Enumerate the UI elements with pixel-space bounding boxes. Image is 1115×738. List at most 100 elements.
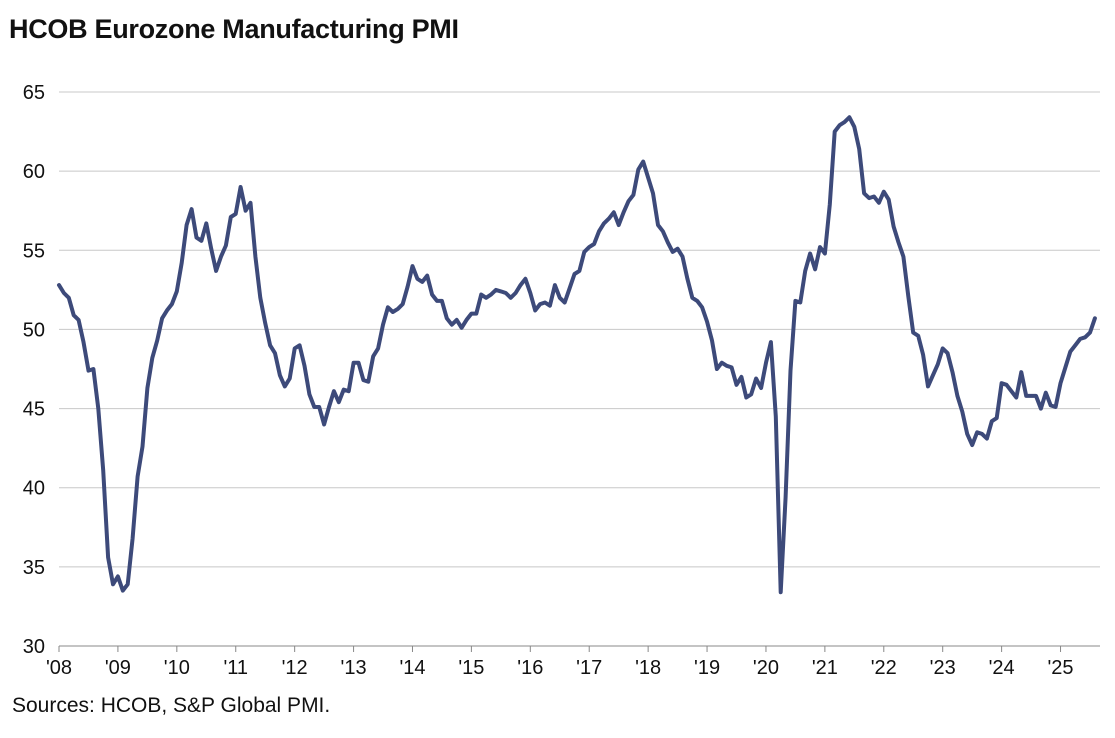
data-point (160, 316, 164, 320)
data-point (838, 123, 842, 127)
data-point (136, 475, 140, 479)
data-point (484, 296, 488, 300)
data-point (199, 239, 203, 243)
data-point (224, 244, 228, 248)
data-point (710, 339, 714, 343)
data-point (67, 296, 71, 300)
x-tick-label-2015: '15 (458, 657, 484, 679)
data-point (916, 334, 920, 338)
y-tick-label-65: 65 (23, 82, 45, 104)
data-point (911, 331, 915, 335)
data-point (656, 223, 660, 227)
data-point (1039, 407, 1043, 411)
data-point (332, 389, 336, 393)
data-point (72, 313, 76, 317)
data-point (1005, 383, 1009, 387)
data-point (828, 202, 832, 206)
data-point (273, 351, 277, 355)
data-point (195, 236, 199, 240)
data-point (951, 370, 955, 374)
x-tick-label-2020: '20 (753, 657, 779, 679)
data-point (1078, 337, 1082, 341)
data-point (808, 252, 812, 256)
data-point (607, 217, 611, 221)
data-point (430, 293, 434, 297)
data-point (253, 255, 257, 259)
x-tick-label-2025: '25 (1047, 657, 1073, 679)
x-tick-label-2012: '12 (282, 657, 308, 679)
data-point (371, 354, 375, 358)
data-point (1068, 350, 1072, 354)
data-point (474, 312, 478, 316)
data-point (415, 277, 419, 281)
data-point (229, 215, 233, 219)
data-point (425, 274, 429, 278)
x-tick-label-2023: '23 (930, 657, 956, 679)
data-point (519, 283, 523, 287)
data-point (155, 339, 159, 343)
data-point (720, 361, 724, 365)
data-point (622, 210, 626, 214)
data-point (813, 267, 817, 271)
data-point (1063, 365, 1067, 369)
data-point (106, 555, 110, 559)
data-point (754, 377, 758, 381)
data-point (1049, 403, 1053, 407)
data-point (514, 291, 518, 295)
y-tick-label-40: 40 (23, 478, 45, 500)
data-point (499, 289, 503, 293)
data-point (931, 373, 935, 377)
data-point (435, 299, 439, 303)
data-point (469, 312, 473, 316)
data-point (1034, 394, 1038, 398)
data-point (651, 191, 655, 195)
data-point (965, 432, 969, 436)
data-point (793, 299, 797, 303)
data-point (268, 343, 272, 347)
data-point (258, 296, 262, 300)
x-tick-label-2024: '24 (989, 657, 1015, 679)
data-point (214, 269, 218, 273)
data-point (877, 201, 881, 205)
data-point (764, 361, 768, 365)
data-point (494, 288, 498, 292)
data-point (411, 264, 415, 268)
data-point (661, 229, 665, 233)
x-tick-label-2016: '16 (517, 657, 543, 679)
data-point (170, 302, 174, 306)
data-point (293, 346, 297, 350)
data-point (317, 405, 321, 409)
data-point (91, 367, 95, 371)
data-point (283, 384, 287, 388)
chart-title: HCOB Eurozone Manufacturing PMI (9, 14, 459, 44)
data-point (587, 245, 591, 249)
data-point (77, 318, 81, 322)
data-point (391, 310, 395, 314)
data-point (774, 415, 778, 419)
y-tick-label-30: 30 (23, 636, 45, 658)
data-point (685, 277, 689, 281)
x-tick-label-2014: '14 (399, 657, 425, 679)
x-tick-label-2017: '17 (576, 657, 602, 679)
data-point (577, 269, 581, 273)
data-point (420, 280, 424, 284)
data-point (671, 250, 675, 254)
data-point (361, 378, 365, 382)
data-point (789, 369, 793, 373)
data-point (185, 223, 189, 227)
data-point (263, 321, 267, 325)
x-tick-label-2022: '22 (871, 657, 897, 679)
data-point (1000, 381, 1004, 385)
data-point (352, 361, 356, 365)
data-point (735, 383, 739, 387)
data-point (303, 364, 307, 368)
data-point (376, 346, 380, 350)
data-point (180, 261, 184, 265)
data-point (798, 301, 802, 305)
data-point (725, 364, 729, 368)
data-point (818, 245, 822, 249)
source-note: Sources: HCOB, S&P Global PMI. (12, 694, 331, 717)
data-point (597, 229, 601, 233)
y-tick-label-55: 55 (23, 240, 45, 262)
data-point (901, 255, 905, 259)
